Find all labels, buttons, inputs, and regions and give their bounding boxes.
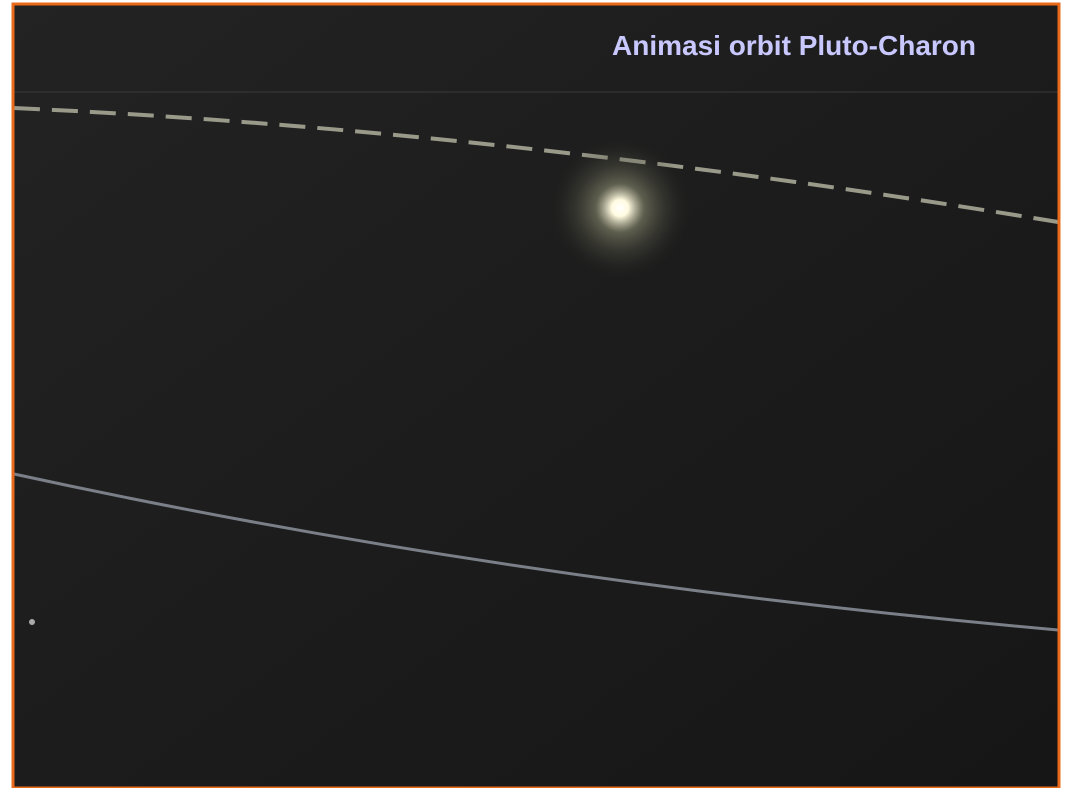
sky [14, 4, 1058, 788]
slide-title: Animasi orbit Pluto-Charon [612, 30, 976, 61]
charon-orbit [13, 106, 1059, 224]
pluto-orbit [13, 472, 1059, 632]
slide-border [11, 2, 1061, 788]
title-bar: Animasi orbit Pluto-Charon [0, 0, 1066, 92]
star [29, 619, 35, 625]
charon [550, 138, 690, 278]
